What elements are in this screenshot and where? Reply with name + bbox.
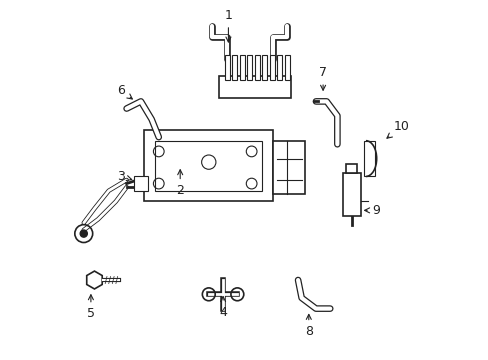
Text: 2: 2 bbox=[176, 170, 184, 197]
Text: 8: 8 bbox=[304, 314, 312, 338]
FancyBboxPatch shape bbox=[155, 141, 262, 191]
FancyBboxPatch shape bbox=[219, 76, 290, 98]
Text: 5: 5 bbox=[87, 295, 95, 320]
FancyBboxPatch shape bbox=[285, 55, 289, 80]
FancyBboxPatch shape bbox=[346, 164, 356, 173]
FancyBboxPatch shape bbox=[272, 141, 305, 194]
FancyBboxPatch shape bbox=[262, 55, 267, 80]
Text: 3: 3 bbox=[117, 170, 131, 183]
FancyBboxPatch shape bbox=[269, 55, 274, 80]
FancyBboxPatch shape bbox=[254, 55, 259, 80]
FancyBboxPatch shape bbox=[277, 55, 282, 80]
FancyBboxPatch shape bbox=[240, 55, 244, 80]
FancyBboxPatch shape bbox=[364, 141, 374, 176]
Text: 9: 9 bbox=[364, 204, 380, 217]
FancyBboxPatch shape bbox=[224, 55, 229, 80]
FancyBboxPatch shape bbox=[144, 130, 272, 202]
FancyBboxPatch shape bbox=[342, 173, 360, 216]
FancyBboxPatch shape bbox=[247, 55, 252, 80]
FancyBboxPatch shape bbox=[232, 55, 237, 80]
Text: 6: 6 bbox=[117, 84, 132, 99]
Text: 4: 4 bbox=[219, 297, 226, 319]
Text: 1: 1 bbox=[224, 9, 232, 42]
Circle shape bbox=[80, 230, 87, 237]
Polygon shape bbox=[86, 271, 102, 289]
FancyBboxPatch shape bbox=[134, 176, 148, 191]
Text: 10: 10 bbox=[386, 120, 409, 138]
Text: 7: 7 bbox=[319, 66, 326, 90]
